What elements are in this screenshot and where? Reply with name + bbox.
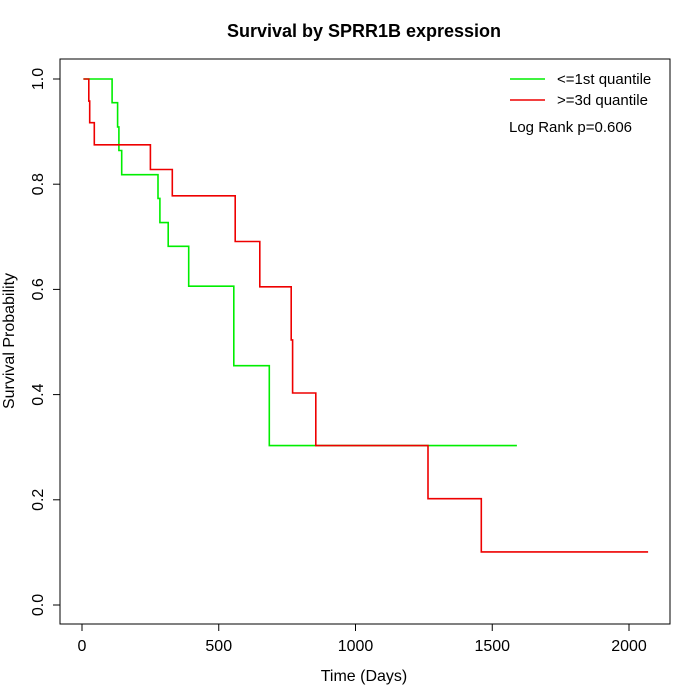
x-tick-label: 1500: [474, 638, 510, 655]
x-tick-label: 1000: [338, 638, 374, 655]
y-tick-label: 1.0: [30, 68, 47, 90]
y-axis: 0.0 0.2 0.4 0.6 0.8 1.0: [30, 68, 61, 616]
y-tick-label: 0.4: [30, 383, 47, 405]
x-axis-label: Time (Days): [321, 668, 408, 685]
y-tick-label: 0.8: [30, 173, 47, 195]
legend: <=1st quantile >=3d quantile: [510, 71, 651, 109]
y-tick-label: 0.0: [30, 594, 47, 616]
legend-label-series-2: >=3d quantile: [557, 92, 648, 109]
log-rank-annotation: Log Rank p=0.606: [509, 119, 632, 136]
plot-frame: [59, 58, 671, 625]
legend-label-series-1: <=1st quantile: [557, 71, 651, 88]
y-tick-label: 0.6: [30, 278, 47, 300]
x-tick-label: 500: [205, 638, 232, 655]
y-tick-label: 0.2: [30, 489, 47, 511]
series-layer: [83, 78, 649, 553]
x-tick-label: 2000: [611, 638, 647, 655]
x-tick-label: 0: [78, 638, 87, 655]
x-axis: 0 500 1000 1500 2000: [78, 623, 647, 655]
y-axis-label: Survival Probability: [1, 273, 18, 409]
survival-curve-series-1: [83, 78, 517, 447]
chart-title: Survival by SPRR1B expression: [227, 21, 501, 41]
survival-curve-series-2: [83, 78, 649, 553]
